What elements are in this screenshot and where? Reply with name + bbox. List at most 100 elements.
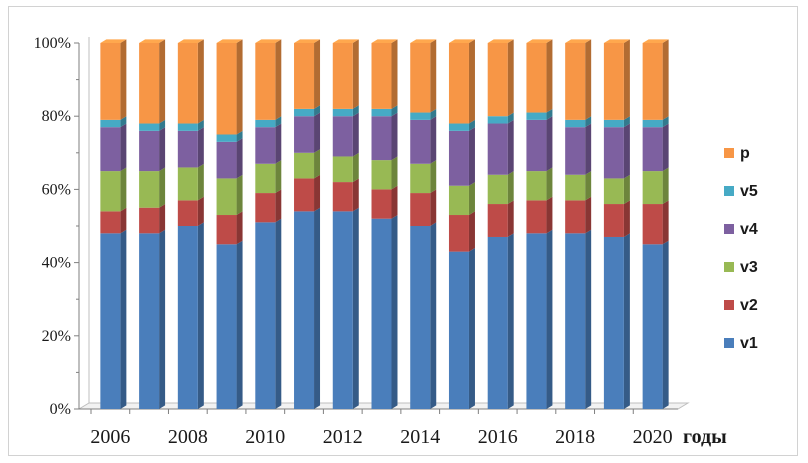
bar-v3 bbox=[177, 167, 198, 201]
bar-side-p bbox=[430, 39, 437, 113]
bar-side-v3 bbox=[468, 182, 475, 216]
legend-swatch-v3 bbox=[724, 262, 734, 272]
bar-p bbox=[332, 43, 353, 109]
bar-v5 bbox=[487, 116, 508, 124]
bar-side-v4 bbox=[585, 123, 592, 175]
bar-side-p bbox=[391, 39, 398, 109]
bar-v5 bbox=[565, 119, 586, 128]
bar-p bbox=[294, 43, 315, 109]
bar-side-v5 bbox=[275, 116, 282, 128]
bar-v1 bbox=[216, 244, 237, 409]
bar-side-v3 bbox=[391, 156, 398, 190]
bar-p bbox=[100, 43, 121, 120]
bar-side-v4 bbox=[275, 123, 282, 164]
bar-side-v5 bbox=[197, 119, 204, 131]
bar-p bbox=[642, 43, 663, 120]
y-tick-label: 40% bbox=[42, 255, 71, 272]
bar-side-v5 bbox=[430, 108, 437, 120]
bar-v4 bbox=[448, 130, 469, 186]
bar-side-p bbox=[314, 39, 321, 109]
bar-v5 bbox=[448, 123, 469, 131]
bar-v5 bbox=[526, 112, 547, 120]
bar-v5 bbox=[100, 119, 121, 128]
bar-side-p bbox=[275, 39, 282, 120]
bar-v3 bbox=[487, 174, 508, 205]
bar-side-v1 bbox=[585, 229, 592, 409]
bar-v3 bbox=[139, 171, 160, 208]
bar-side-v5 bbox=[546, 108, 553, 120]
bar-side-v1 bbox=[546, 229, 553, 409]
legend-label-v5: v5 bbox=[740, 183, 758, 200]
bar-v1 bbox=[371, 218, 392, 409]
bar-p bbox=[177, 43, 198, 124]
y-tick-label: 80% bbox=[42, 108, 71, 125]
bar-side-v2 bbox=[275, 189, 282, 223]
bar-side-v2 bbox=[197, 196, 204, 226]
bar-v1 bbox=[294, 211, 315, 409]
bar-side-v2 bbox=[662, 200, 669, 245]
bar-side-p bbox=[236, 39, 243, 135]
bar-v4 bbox=[565, 127, 586, 175]
bar-v2 bbox=[332, 182, 353, 212]
y-tick-label: 60% bbox=[42, 181, 71, 198]
bar-p bbox=[139, 43, 160, 124]
bar-side-v3 bbox=[275, 160, 282, 194]
x-axis-label: годы bbox=[683, 426, 727, 448]
y-tick-label: 0% bbox=[50, 401, 71, 418]
bar-side-p bbox=[507, 39, 514, 117]
bar-v2 bbox=[216, 215, 237, 245]
bar-p bbox=[216, 43, 237, 135]
bar-v4 bbox=[642, 127, 663, 172]
x-tick-label: 2020 bbox=[633, 426, 673, 448]
bar-side-v5 bbox=[120, 116, 127, 128]
bar-v3 bbox=[603, 178, 624, 205]
bar-top-face bbox=[255, 39, 282, 43]
bar-p bbox=[371, 43, 392, 109]
bar-side-v1 bbox=[391, 215, 398, 409]
bar-v1 bbox=[526, 233, 547, 409]
bar-v2 bbox=[410, 193, 431, 226]
bar-v2 bbox=[255, 193, 276, 223]
bar-side-v1 bbox=[623, 233, 630, 409]
bar-v4 bbox=[410, 119, 431, 164]
bar-side-p bbox=[623, 39, 630, 120]
bar-side-v4 bbox=[468, 127, 475, 186]
bar-side-v4 bbox=[662, 123, 669, 172]
bar-top-face bbox=[216, 39, 243, 43]
bar-v3 bbox=[565, 174, 586, 201]
bar-side-v1 bbox=[236, 240, 243, 409]
bar-side-p bbox=[546, 39, 553, 113]
bar-v4 bbox=[100, 127, 121, 172]
bar-v2 bbox=[294, 178, 315, 212]
bar-side-v1 bbox=[314, 207, 321, 409]
x-tick-label: 2016 bbox=[478, 426, 518, 448]
bar-v3 bbox=[448, 185, 469, 216]
bar-side-v2 bbox=[507, 200, 514, 237]
y-tick-label: 100% bbox=[34, 35, 71, 52]
bar-top-face bbox=[410, 39, 437, 43]
bar-side-v4 bbox=[120, 123, 127, 172]
x-tick-label: 2012 bbox=[323, 426, 363, 448]
stacked-bar-chart: 0% 20% 40% 60% 80% 100% 2006 2008 2010 2012 2014 20… bbox=[34, 35, 758, 448]
bar-side-v2 bbox=[546, 196, 553, 234]
bar-side-v2 bbox=[430, 189, 437, 226]
bar-v1 bbox=[139, 233, 160, 409]
bar-side-v4 bbox=[507, 119, 514, 175]
y-tick-label: 20% bbox=[42, 328, 71, 345]
bar-v1 bbox=[100, 233, 121, 409]
bar-side-v3 bbox=[159, 167, 166, 208]
bar-v5 bbox=[294, 108, 315, 117]
bar-v1 bbox=[332, 211, 353, 409]
bar-side-v3 bbox=[623, 174, 630, 205]
bar-side-v1 bbox=[468, 248, 475, 409]
bar-v5 bbox=[216, 134, 237, 142]
bar-p bbox=[487, 43, 508, 117]
bar-top-face bbox=[448, 39, 475, 43]
bar-v4 bbox=[139, 130, 160, 172]
bar-v2 bbox=[448, 215, 469, 252]
bar-v2 bbox=[100, 211, 121, 234]
bar-side-v1 bbox=[159, 229, 166, 409]
bar-v1 bbox=[448, 251, 469, 409]
bar-side-p bbox=[197, 39, 204, 124]
bar-v2 bbox=[139, 207, 160, 234]
